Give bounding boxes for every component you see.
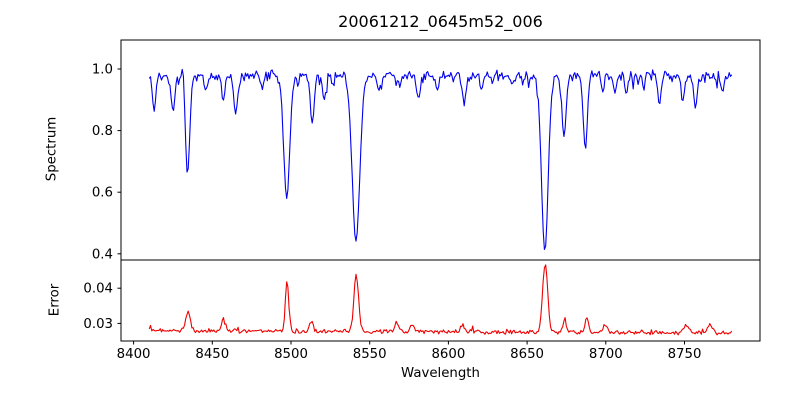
error-line xyxy=(148,264,733,336)
spectrum-line xyxy=(148,68,733,251)
y-tick-label: 0.8 xyxy=(92,124,113,139)
y-tick-label: 0.4 xyxy=(92,247,113,262)
y-tick-label: 0.6 xyxy=(92,186,113,201)
wavelength-axis-label: Wavelength xyxy=(401,366,480,381)
x-tick-label: 8500 xyxy=(274,347,308,362)
x-tick-label: 8550 xyxy=(353,347,387,362)
x-tick-label: 8700 xyxy=(589,347,623,362)
panel-frame-error xyxy=(120,259,761,342)
y-tick-label: 0.03 xyxy=(83,317,113,332)
chart-title: 20061212_0645m52_006 xyxy=(338,12,543,31)
y-tick-label: 0.04 xyxy=(83,282,113,297)
y-tick-label: 1.0 xyxy=(92,63,113,78)
x-tick-label: 8750 xyxy=(668,347,702,362)
x-tick-label: 8650 xyxy=(510,347,544,362)
x-tick-label: 8400 xyxy=(117,347,151,362)
x-tick-label: 8600 xyxy=(431,347,465,362)
x-tick-label: 8450 xyxy=(195,347,229,362)
